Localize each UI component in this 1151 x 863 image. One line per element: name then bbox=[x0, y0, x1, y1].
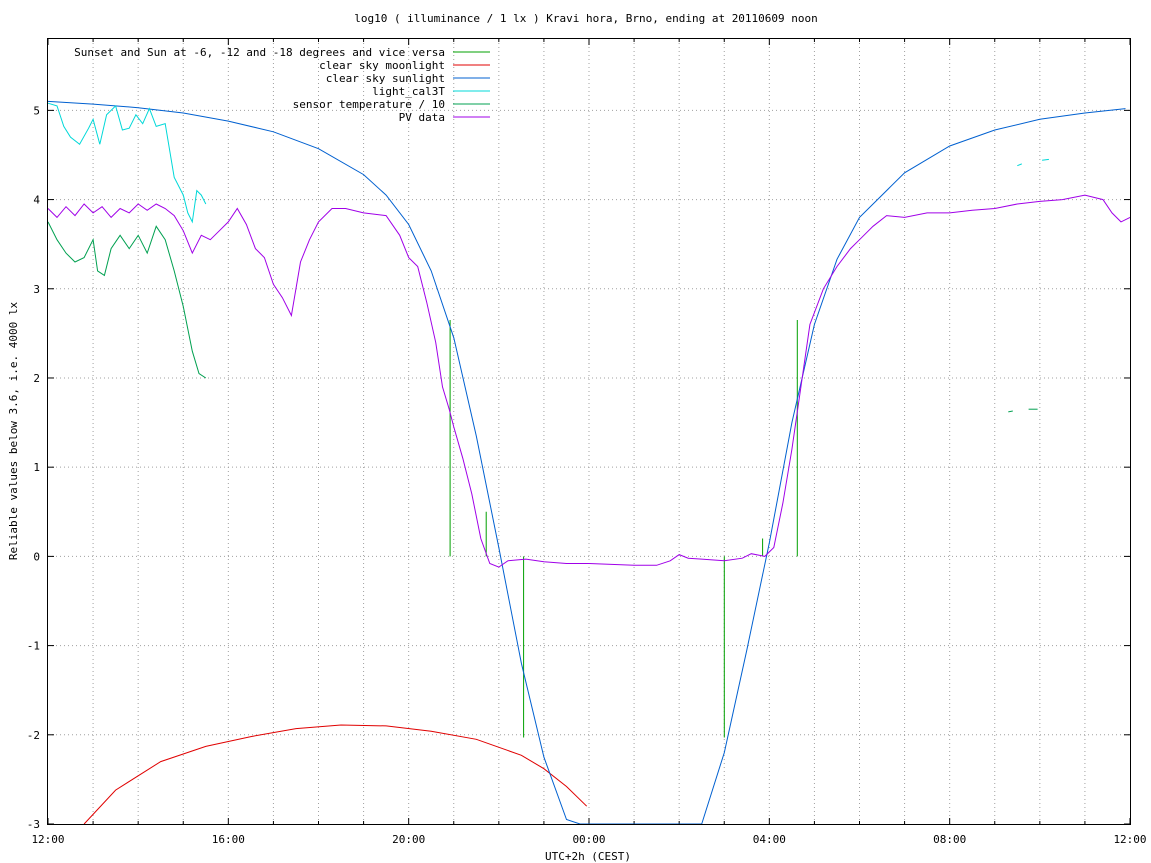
legend-label: Sunset and Sun at -6, -12 and -18 degree… bbox=[74, 46, 445, 59]
x-tick-label: 08:00 bbox=[933, 833, 966, 846]
grid bbox=[48, 39, 1130, 824]
series-line-sensor-temperature-10 bbox=[1008, 410, 1013, 413]
series-line-light-cal3t bbox=[47, 102, 207, 224]
y-tick-label: 4 bbox=[33, 194, 40, 207]
y-axis-label: Reliable values below 3.6, i.e. 4000 lx bbox=[7, 301, 20, 560]
series-line-light-cal3t bbox=[1017, 163, 1022, 167]
y-tick-label: 5 bbox=[33, 104, 40, 117]
x-tick-label: 20:00 bbox=[392, 833, 425, 846]
x-axis-label: UTC+2h (CEST) bbox=[545, 850, 631, 863]
chart-title: log10 ( illuminance / 1 lx ) Kravi hora,… bbox=[354, 12, 818, 25]
legend: Sunset and Sun at -6, -12 and -18 degree… bbox=[74, 46, 490, 124]
y-tick-label: 1 bbox=[33, 461, 40, 474]
x-axis-ticks: 12:00 16:00 20:00 00:00 04:00 08:00 12:00 bbox=[31, 39, 1147, 846]
series-line-clear-sky-sunlight bbox=[47, 100, 1126, 825]
series-line-sunset-and-sun-at-6-12-and-18-degrees-and-vice-versa bbox=[449, 320, 798, 738]
x-tick-label: 12:00 bbox=[1113, 833, 1146, 846]
series-line-light-cal3t bbox=[1042, 158, 1049, 161]
series-line-pv-data bbox=[47, 194, 1131, 568]
y-tick-label: 2 bbox=[33, 372, 40, 385]
y-tick-label: -1 bbox=[27, 640, 40, 653]
x-tick-label: 12:00 bbox=[31, 833, 64, 846]
x-tick-label: 00:00 bbox=[572, 833, 605, 846]
series-line-sensor-temperature-10 bbox=[47, 221, 207, 379]
y-axis-ticks: 5 4 3 2 1 0 -1 -2 -3 bbox=[27, 104, 1130, 831]
x-tick-label: 16:00 bbox=[212, 833, 245, 846]
y-tick-label: -3 bbox=[27, 818, 40, 831]
x-tick-label: 04:00 bbox=[753, 833, 786, 846]
y-tick-label: 0 bbox=[33, 550, 40, 563]
legend-label: clear sky moonlight bbox=[319, 59, 445, 72]
series-group bbox=[47, 100, 1131, 825]
legend-label: clear sky sunlight bbox=[326, 72, 445, 85]
series-line-clear-sky-moonlight bbox=[83, 724, 588, 825]
plot-frame bbox=[47, 38, 1131, 825]
y-tick-label: 3 bbox=[33, 283, 40, 296]
y-tick-label: -2 bbox=[27, 729, 40, 742]
legend-label: sensor temperature / 10 bbox=[293, 98, 445, 111]
legend-label: PV data bbox=[399, 111, 445, 124]
legend-label: light_cal3T bbox=[372, 85, 445, 98]
